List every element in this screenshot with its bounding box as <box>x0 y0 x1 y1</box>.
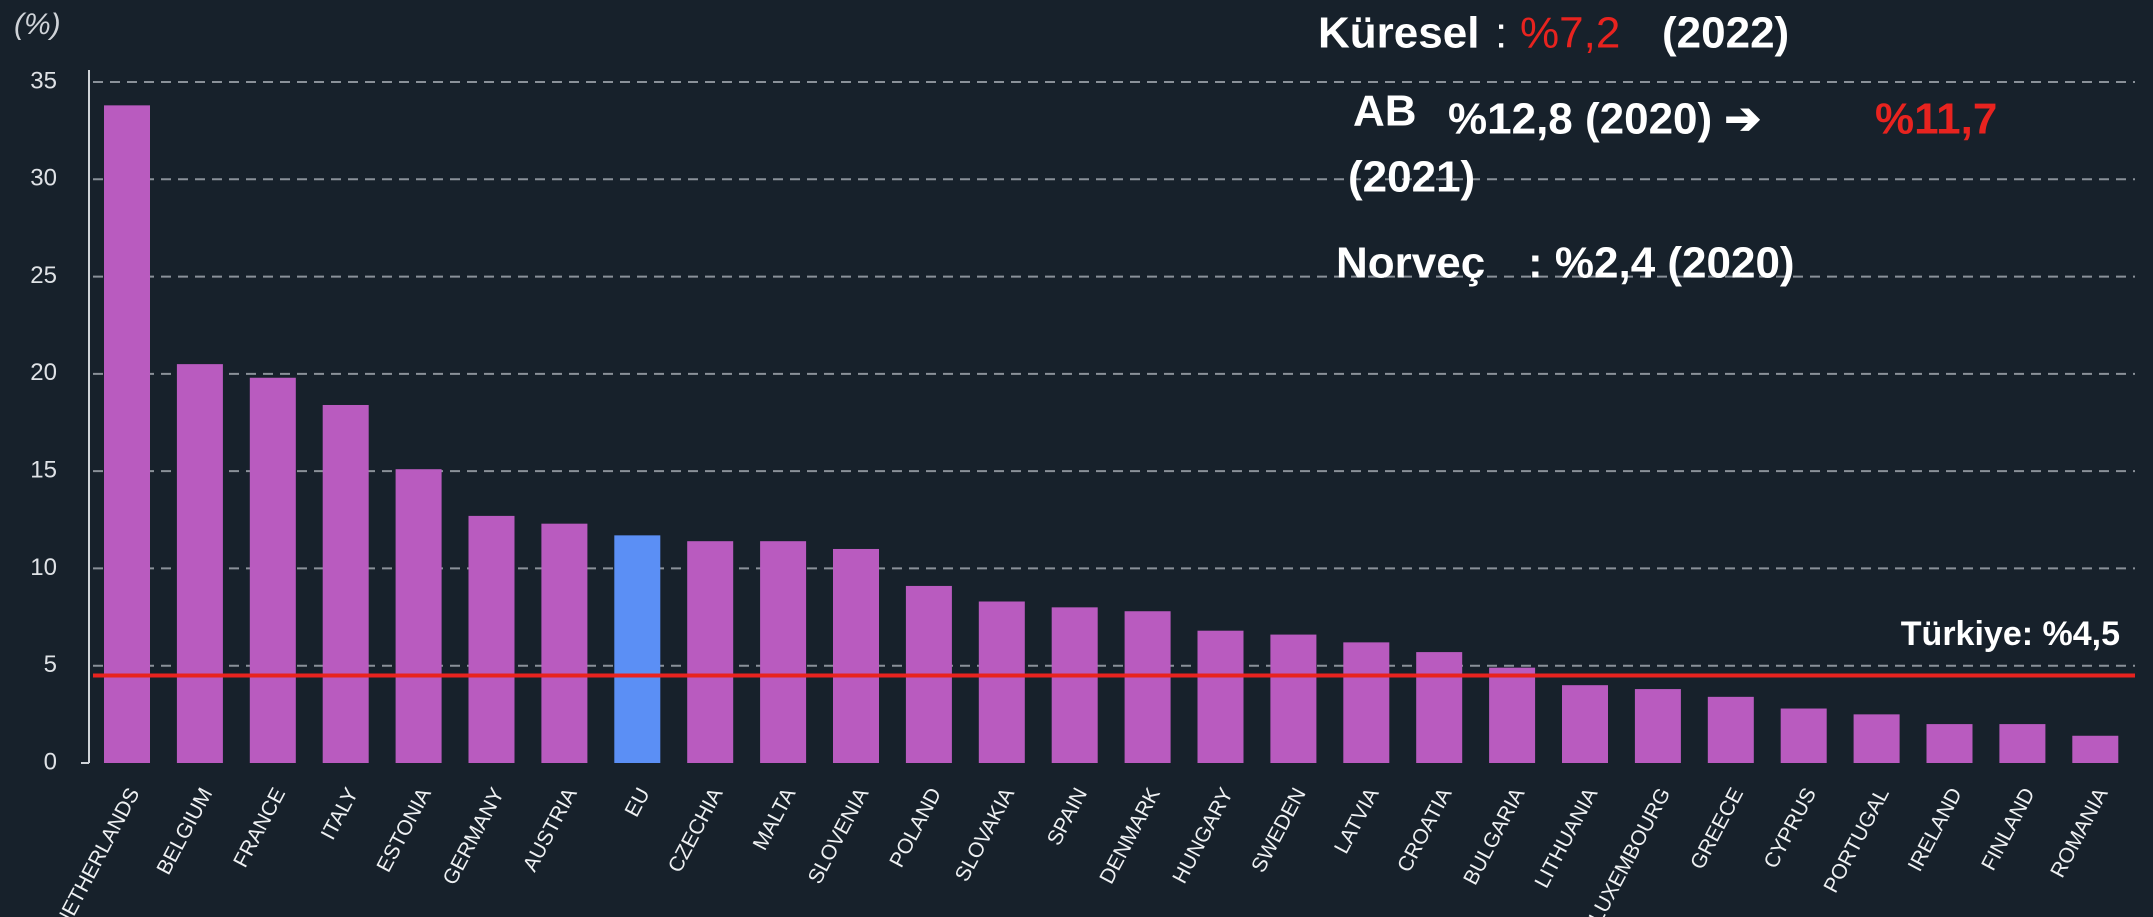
y-tick-label: 0 <box>44 748 57 775</box>
annotation: %12,8 (2020) ➔ <box>1448 95 1761 144</box>
annotation: Küresel <box>1318 9 1479 58</box>
bar <box>1780 708 1827 763</box>
y-tick-label: 30 <box>30 165 57 192</box>
bar <box>1051 607 1098 763</box>
bar <box>176 364 223 763</box>
bar <box>1926 724 1973 763</box>
bar <box>978 601 1025 763</box>
bar <box>1343 642 1390 763</box>
bar <box>1707 696 1754 763</box>
bar <box>2072 735 2119 763</box>
bar <box>1562 685 1608 763</box>
bar <box>1489 667 1536 763</box>
annotation: : %2,4 (2020) <box>1528 239 1795 288</box>
bar <box>687 541 734 763</box>
bar <box>1270 634 1317 763</box>
bar <box>1197 630 1244 763</box>
bar <box>104 105 150 763</box>
bar <box>1634 689 1681 763</box>
y-axis-label: (%) <box>14 8 61 41</box>
bar <box>1999 724 2046 763</box>
y-tick-label: 15 <box>30 456 57 483</box>
bar <box>395 469 442 763</box>
bar <box>760 541 807 763</box>
bar <box>249 377 296 763</box>
bar <box>1416 652 1463 763</box>
annotation: Norveç <box>1336 239 1485 288</box>
annotation: (2022) <box>1662 9 1789 58</box>
y-tick-label: 25 <box>30 262 57 289</box>
bar <box>468 515 515 763</box>
annotation: %7,2 <box>1520 9 1620 58</box>
y-tick-label: 10 <box>30 554 57 581</box>
bar <box>1124 611 1171 763</box>
bar <box>1853 714 1900 763</box>
annotation: AB <box>1353 87 1417 136</box>
y-tick-label: 20 <box>30 359 57 386</box>
bar <box>541 523 588 763</box>
y-tick-label: 5 <box>44 651 57 678</box>
bar <box>833 548 879 763</box>
bar <box>614 535 661 763</box>
bar <box>322 404 369 763</box>
annotation: %11,7 <box>1875 95 1997 144</box>
y-tick-label: 35 <box>30 67 57 94</box>
annotation: (2021) <box>1348 153 1475 202</box>
reference-label: Türkiye: %4,5 <box>1901 615 2120 653</box>
annotation: : <box>1495 9 1507 58</box>
